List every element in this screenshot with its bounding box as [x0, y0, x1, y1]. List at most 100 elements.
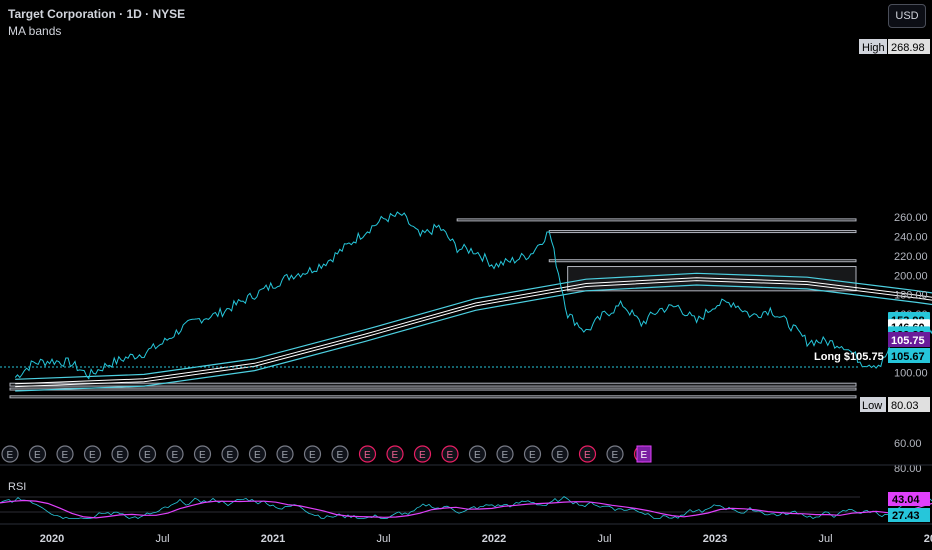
y-tick-label: 180.00	[894, 290, 928, 302]
earnings-marker-circle	[83, 445, 102, 463]
low-value-label: 80.03	[891, 400, 919, 412]
earnings-marker-label: E	[254, 450, 261, 461]
earnings-marker-label: E	[117, 450, 124, 461]
earnings-marker-circle	[468, 445, 487, 463]
earnings-marker-label: E	[392, 450, 399, 461]
earnings-marker-circle	[523, 445, 542, 463]
y-tick-label: 220.00	[894, 251, 928, 263]
earnings-marker-label: E	[337, 450, 344, 461]
earnings-marker-label: E	[612, 450, 619, 461]
earnings-marker-circle	[413, 445, 432, 463]
level-box	[548, 230, 857, 234]
x-tick-label: 2020	[40, 533, 64, 545]
last-price-label: 105.75	[891, 335, 925, 347]
earnings-marker: E	[386, 445, 404, 463]
earnings-marker-circle	[193, 445, 212, 463]
earnings-marker-label: E	[89, 450, 96, 461]
earnings-marker-circle	[551, 445, 569, 463]
earnings-marker: E	[276, 445, 294, 463]
earnings-marker-circle	[111, 445, 129, 463]
level-box	[9, 387, 857, 391]
earnings-marker-label: E	[62, 450, 69, 461]
earnings-marker-label: E	[529, 450, 536, 461]
earnings-marker-label: E	[309, 450, 316, 461]
volume-axis-tick: 60.00	[894, 438, 922, 450]
x-tick-label: Jul	[376, 533, 390, 545]
earnings-marker-label: E	[474, 450, 481, 461]
earnings-marker-label: E	[419, 450, 426, 461]
earnings-marker-circle	[1, 445, 19, 463]
earnings-marker-circle	[276, 445, 294, 463]
earnings-marker: E	[166, 445, 184, 463]
level-box	[9, 382, 857, 387]
x-tick-label: Jul	[155, 533, 169, 545]
earnings-marker-circle	[358, 445, 377, 463]
y-tick-label: 200.00	[894, 270, 928, 282]
earnings-marker-label: E	[7, 450, 14, 461]
low-value-box	[888, 397, 930, 412]
earnings-marker-circle	[138, 445, 157, 463]
position-value-label: 105.67	[891, 351, 925, 363]
rsi-value-box	[888, 508, 930, 522]
high-tag-label: High	[862, 42, 885, 54]
low-tag	[860, 397, 886, 412]
earnings-marker: E	[193, 445, 212, 463]
ma-band-upper	[15, 272, 932, 380]
currency-button[interactable]: USD	[888, 4, 926, 28]
indicator-label[interactable]: MA bands	[8, 24, 62, 38]
earnings-marker: E	[441, 445, 459, 463]
earnings-marker: E	[83, 445, 102, 463]
earnings-marker: E	[1, 445, 19, 463]
rsi-axis-tick: 80.00	[894, 463, 922, 475]
level-box	[567, 266, 857, 292]
earnings-marker: E	[523, 445, 542, 463]
earnings-marker-circle	[606, 445, 624, 463]
y-tick-label: 240.00	[894, 231, 928, 243]
earnings-marker-label: E	[447, 450, 454, 461]
x-tick-label: 2021	[261, 533, 285, 545]
chart-title: Target Corporation · 1D · NYSE	[8, 7, 186, 21]
last-price-box	[888, 332, 930, 347]
x-tick-label: Jul	[597, 533, 611, 545]
earnings-marker: E	[138, 445, 157, 463]
earnings-marker-label: E	[172, 450, 179, 461]
earnings-marker-circle	[441, 445, 459, 463]
x-tick-label: Jul	[818, 533, 832, 545]
earnings-marker-label: E	[199, 450, 206, 461]
earnings-marker: E	[56, 445, 74, 463]
earnings-marker-circle	[56, 445, 74, 463]
y-tick-label: 100.00	[894, 368, 928, 380]
earnings-marker: E	[358, 445, 377, 463]
earnings-marker-label: E	[144, 450, 151, 461]
position-tag-label: Long $105.75	[814, 351, 884, 363]
x-tick-label: 2024	[924, 533, 932, 545]
earnings-marker-circle	[221, 445, 239, 463]
earnings-marker: E	[248, 445, 267, 463]
earnings-marker-label: E	[557, 450, 564, 461]
upcoming-earnings-label: E	[641, 450, 648, 461]
earnings-marker-circle	[496, 445, 514, 463]
y-tick-label: 260.00	[894, 212, 928, 224]
earnings-marker: E	[551, 445, 569, 463]
earnings-marker: E	[303, 445, 322, 463]
rsi-ma-value: 43.04	[892, 494, 920, 506]
earnings-marker: E	[413, 445, 432, 463]
earnings-marker-label: E	[502, 450, 509, 461]
earnings-marker-label: E	[34, 450, 41, 461]
earnings-marker: E	[578, 445, 597, 463]
earnings-marker-circle	[578, 445, 597, 463]
earnings-marker-circle	[303, 445, 322, 463]
earnings-marker: E	[468, 445, 487, 463]
ma-band-inner-lower	[15, 280, 932, 388]
ma-band-inner-upper	[15, 277, 932, 385]
earnings-marker-label: E	[227, 450, 234, 461]
high-tag	[859, 39, 887, 54]
x-tick-label: 2023	[703, 533, 727, 545]
earnings-marker-circle	[331, 445, 349, 463]
rsi-ma-value-box	[888, 492, 930, 506]
level-box	[548, 259, 857, 263]
rsi-line	[0, 495, 932, 519]
earnings-marker-circle	[28, 445, 47, 463]
earnings-marker-label: E	[364, 450, 371, 461]
